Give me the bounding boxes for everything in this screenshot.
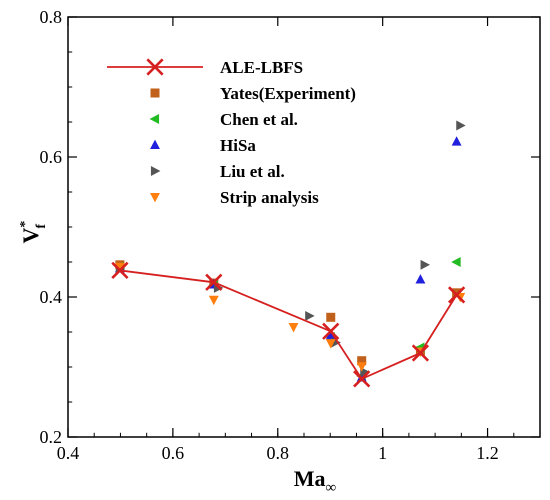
- series-strip-analysis: [114, 262, 466, 372]
- data-point: [205, 273, 223, 291]
- series-line: [119, 269, 458, 381]
- series-ale-lbfs: [111, 261, 466, 388]
- legend-label: Yates(Experiment): [220, 84, 356, 103]
- legend-item: Yates(Experiment): [150, 84, 356, 103]
- plot-border: [67, 16, 541, 438]
- data-point: [357, 356, 367, 366]
- series-layer: [111, 120, 466, 388]
- data-point: [420, 259, 431, 270]
- legend-marker: [146, 58, 164, 76]
- y-axis-label-sup: *: [18, 221, 33, 228]
- legend-label: ALE-LBFS: [220, 58, 303, 77]
- plot-frame: [67, 16, 541, 438]
- series-hisa: [114, 136, 462, 382]
- y-tick-label: 0.4: [40, 287, 63, 307]
- legend-marker: [149, 114, 160, 124]
- legend: ALE-LBFS Yates(Experiment) Chen et al. HiSa…: [107, 58, 356, 207]
- data-point: [447, 286, 466, 304]
- y-tick-label: 0.2: [40, 427, 63, 447]
- y-axis-label-main: V: [18, 227, 43, 243]
- data-point: [325, 330, 336, 340]
- data-point: [114, 262, 125, 273]
- data-point: [305, 310, 315, 321]
- x-tick-label: 0.8: [267, 443, 290, 463]
- data-point: [356, 372, 367, 382]
- x-axis-label: Ma∞: [294, 466, 337, 496]
- legend-item: Liu et al.: [150, 162, 285, 181]
- data-point: [415, 274, 426, 284]
- legend-label: Liu et al.: [220, 162, 285, 181]
- legend-marker: [150, 88, 160, 98]
- legend-item: Strip analysis: [150, 188, 319, 207]
- legend-item: HiSa: [150, 136, 256, 155]
- y-tick-label: 0.6: [40, 147, 63, 167]
- legend-label: Chen et al.: [220, 110, 298, 129]
- data-point: [451, 136, 462, 146]
- x-tick-label: 1: [378, 443, 387, 463]
- data-point: [456, 120, 466, 131]
- legend-marker: [150, 166, 161, 176]
- data-point: [111, 261, 129, 280]
- data-point: [452, 288, 462, 298]
- data-point: [325, 339, 336, 349]
- y-axis-label-sub: f: [34, 224, 49, 229]
- data-point: [208, 295, 219, 306]
- legend-label: HiSa: [220, 136, 256, 155]
- y-axis-label: V*f: [18, 221, 49, 244]
- data-point: [288, 323, 299, 333]
- y-tick-label: 0.8: [40, 7, 63, 27]
- data-point: [451, 257, 461, 267]
- tick-labels: 0.4 0.6 0.8 1 1.20.20.40.60.8: [40, 7, 499, 463]
- data-point: [322, 322, 340, 340]
- data-point: [353, 370, 371, 388]
- legend-item: Chen et al.: [149, 110, 298, 129]
- x-axis-label-main: Ma: [294, 466, 326, 491]
- x-tick-label: 1.2: [476, 443, 499, 463]
- series-liu-et-al: [115, 120, 466, 377]
- data-point: [411, 344, 430, 362]
- data-point: [356, 362, 367, 372]
- x-tick-label: 0.6: [162, 443, 185, 463]
- x-tick-label: 0.4: [57, 443, 80, 463]
- legend-marker: [150, 139, 160, 150]
- data-point: [326, 312, 336, 322]
- axis-ticks: [67, 16, 541, 438]
- legend-label: Strip analysis: [220, 188, 319, 207]
- x-axis-label-sub: ∞: [326, 480, 337, 496]
- legend-item: ALE-LBFS: [107, 58, 303, 77]
- legend-marker: [150, 192, 160, 203]
